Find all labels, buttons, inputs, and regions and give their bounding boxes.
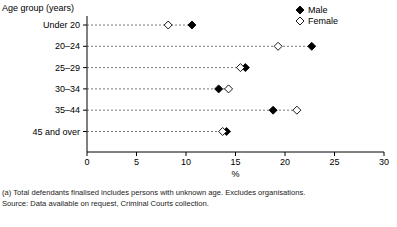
x-tick <box>186 152 187 156</box>
x-tick <box>384 152 385 156</box>
y-tick <box>83 88 87 89</box>
y-tick <box>83 46 87 47</box>
x-tick-label: 5 <box>134 157 139 167</box>
y-axis-title: Age group (years) <box>2 3 74 13</box>
x-tick <box>87 152 88 156</box>
y-tick-label: Under 20 <box>43 20 80 30</box>
plot-area <box>87 21 316 136</box>
dot <box>188 21 196 29</box>
legend-label: Female <box>308 16 338 26</box>
leader-line <box>87 110 297 111</box>
legend-marker <box>296 6 304 14</box>
x-tick-label: 10 <box>181 157 191 167</box>
y-tick-label: 35–44 <box>55 105 80 115</box>
footnote: (a) Total defendants finalised includes … <box>2 188 305 197</box>
y-tick <box>83 110 87 111</box>
x-tick <box>136 152 137 156</box>
x-tick <box>334 152 335 156</box>
x-tick-label: 30 <box>379 157 389 167</box>
dot <box>219 128 227 136</box>
x-tick-label: 25 <box>329 157 339 167</box>
y-tick-label: 20–24 <box>55 41 80 51</box>
x-tick-label: 20 <box>280 157 290 167</box>
leader-line <box>87 25 192 26</box>
dot <box>269 106 277 114</box>
legend-marker <box>296 17 304 25</box>
dot <box>236 64 244 72</box>
y-tick-label: 25–29 <box>55 63 80 73</box>
leader-line <box>87 131 227 132</box>
dot <box>215 85 223 93</box>
dot <box>308 42 316 50</box>
y-tick <box>83 67 87 68</box>
dot <box>293 106 301 114</box>
legend-label: Male <box>308 5 328 15</box>
x-tick <box>285 152 286 156</box>
y-tick <box>83 131 87 132</box>
leader-line <box>87 67 245 68</box>
x-axis-title: % <box>231 169 239 179</box>
x-tick-label: 15 <box>230 157 240 167</box>
x-tick-label: 0 <box>84 157 89 167</box>
y-tick <box>83 25 87 26</box>
footnote: Source: Data available on request, Crimi… <box>2 199 209 208</box>
dot <box>164 21 172 29</box>
x-tick <box>235 152 236 156</box>
y-tick-label: 45 and over <box>32 127 80 137</box>
dot <box>274 42 282 50</box>
dot <box>225 85 233 93</box>
leader-line <box>87 88 229 89</box>
y-tick-label: 30–34 <box>55 84 80 94</box>
